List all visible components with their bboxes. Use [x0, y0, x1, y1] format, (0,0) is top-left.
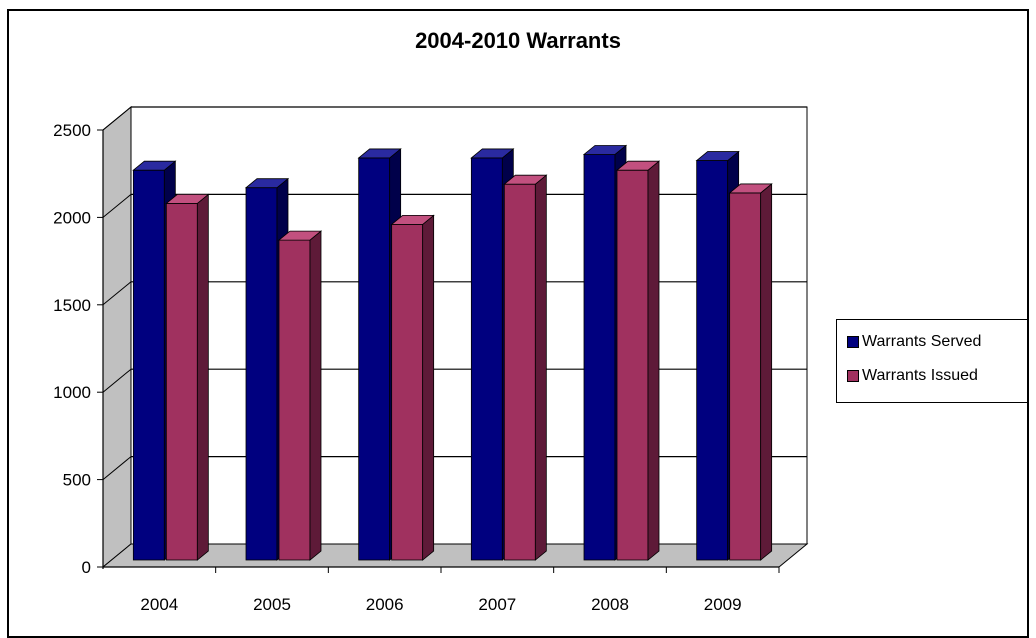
- y-tick-label: 2000: [53, 208, 91, 227]
- bar-top: [357, 148, 402, 159]
- legend-label-warrants-served: Warrants Served: [862, 333, 982, 350]
- bar-side: [760, 183, 773, 561]
- bar-side: [534, 174, 547, 561]
- legend-swatch-warrants-served: [847, 336, 859, 348]
- x-tick-label: 2004: [140, 595, 178, 614]
- bar-top: [165, 194, 210, 204]
- y-gridline-side: [102, 456, 132, 480]
- bar-top: [582, 145, 628, 155]
- x-tick-label: 2007: [478, 595, 516, 614]
- bar: [616, 169, 649, 561]
- bar: [358, 157, 391, 561]
- x-tick-label: 2008: [591, 595, 629, 614]
- bar-top: [615, 160, 661, 171]
- x-tick-label: 2005: [253, 595, 291, 614]
- bar-side: [309, 230, 322, 561]
- legend-item-warrants-issued: Warrants Issued: [847, 366, 978, 386]
- bar: [132, 169, 165, 561]
- bar-top: [244, 178, 290, 189]
- y-tick-label: 0: [82, 558, 91, 577]
- chart-side-wall: [102, 105, 132, 569]
- bar: [165, 203, 198, 561]
- bar: [583, 154, 616, 561]
- bar: [729, 192, 762, 561]
- bar-top: [728, 183, 773, 194]
- bar: [245, 187, 278, 561]
- chart-title: 2004-2010 Warrants: [415, 28, 621, 53]
- x-tick-label: 2006: [366, 595, 404, 614]
- y-gridline-side: [102, 368, 132, 393]
- bar-top: [132, 160, 177, 171]
- bar-top: [470, 148, 515, 159]
- legend-label-warrants-issued: Warrants Issued: [862, 367, 978, 384]
- y-tick-label: 1500: [53, 296, 91, 315]
- bar-side: [647, 160, 660, 561]
- x-tick-label: 2009: [704, 595, 742, 614]
- bar: [696, 160, 729, 561]
- bar: [470, 157, 503, 561]
- y-gridline-side: [102, 106, 132, 131]
- chart-legend: Warrants Served Warrants Issued: [836, 319, 1028, 403]
- bar-side: [422, 214, 435, 561]
- y-gridline-side: [102, 194, 132, 218]
- bar-top: [277, 230, 323, 241]
- bar: [391, 223, 424, 561]
- y-tick-label: 1000: [53, 383, 91, 402]
- bar-top: [695, 151, 740, 161]
- bar-top: [503, 174, 548, 185]
- bar-side: [196, 193, 209, 561]
- legend-swatch-warrants-issued: [847, 370, 859, 382]
- y-tick-label: 2500: [53, 121, 91, 140]
- y-gridline-side: [102, 281, 132, 306]
- bar: [503, 183, 536, 561]
- legend-item-warrants-served: Warrants Served: [847, 332, 981, 352]
- bar-top: [390, 214, 435, 225]
- y-tick-label: 500: [63, 471, 91, 490]
- bar: [278, 239, 311, 561]
